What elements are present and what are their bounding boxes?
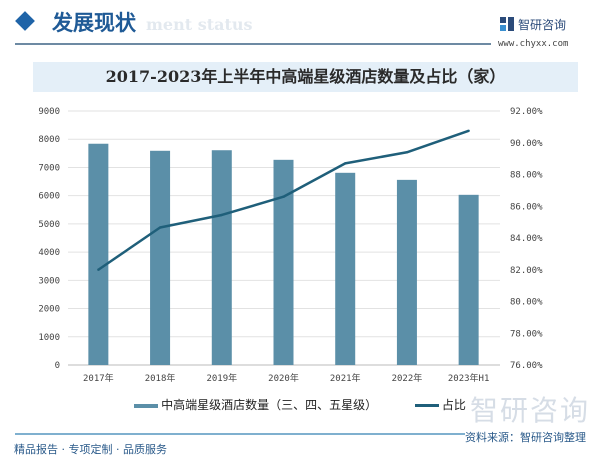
footer-slogan: 精品报告 · 专项定制 · 品质服务 xyxy=(14,443,167,456)
y-right-tick-label: 80.00% xyxy=(510,298,543,308)
line-point xyxy=(158,226,162,229)
y-right-tick-label: 78.00% xyxy=(510,329,543,339)
y-left-tick-label: 1000 xyxy=(38,333,60,343)
line-point xyxy=(220,213,223,217)
bar xyxy=(88,143,109,365)
logo-url: www.chyxx.com xyxy=(498,39,569,49)
y-right-tick-label: 84.00% xyxy=(510,234,543,244)
bar xyxy=(335,172,356,365)
y-right-tick-label: 90.00% xyxy=(510,139,543,149)
bar xyxy=(396,179,417,365)
y-left-tick-label: 8000 xyxy=(38,135,60,145)
line-point xyxy=(467,129,470,133)
chart-title-band xyxy=(33,62,578,92)
line-point xyxy=(344,162,347,165)
bar xyxy=(211,150,232,365)
legend-item-bar: 中高端星级酒店数量（三、四、五星级） xyxy=(134,398,377,412)
x-tick-label: 2019年 xyxy=(206,372,237,384)
legend-swatch-line xyxy=(414,404,439,407)
y-right-tick-label: 76.00% xyxy=(510,361,543,371)
legend-label-line: 占比 xyxy=(441,398,466,412)
y-left-tick-label: 6000 xyxy=(38,192,60,202)
x-tick-label: 2017年 xyxy=(83,372,114,384)
x-tick-label: 2021年 xyxy=(330,372,361,384)
bar xyxy=(458,194,479,365)
legend-label-bar: 中高端星级酒店数量（三、四、五星级） xyxy=(161,398,378,412)
section-title: 发展现状 xyxy=(52,10,136,35)
chart: 0 1000 2000 3000 4000 5000 6000 7000 8000 9000 76.… xyxy=(38,107,543,384)
legend-item-line: 占比 xyxy=(414,398,466,412)
y-right-tick-label: 92.00% xyxy=(510,107,543,117)
line-point xyxy=(405,151,409,154)
line-point xyxy=(282,195,285,198)
chart-title: 2017-2023年上半年中高端星级酒店数量及占比（家） xyxy=(105,67,506,86)
legend: 中高端星级酒店数量（三、四、五星级） 占比 xyxy=(0,396,600,413)
bar xyxy=(150,150,171,365)
logo-name: 智研咨询 xyxy=(518,18,567,32)
watermark-text: 智研咨询 xyxy=(470,394,591,427)
y-left-tick-label: 5000 xyxy=(38,220,60,230)
logo-icon xyxy=(500,17,514,31)
line-point xyxy=(97,268,100,271)
y-left-tick-label: 2000 xyxy=(38,305,60,315)
footer-divider xyxy=(15,433,465,435)
bar xyxy=(273,159,294,365)
y-left-tick-label: 3000 xyxy=(38,276,60,286)
legend-swatch-bar xyxy=(134,403,159,408)
y-left-tick-label: 0 xyxy=(55,361,60,371)
y-left-tick-label: 4000 xyxy=(38,248,60,258)
footer-source: 资料来源：智研咨询整理 xyxy=(465,431,586,444)
x-tick-label: 2020年 xyxy=(268,372,299,384)
y-left-tick-label: 7000 xyxy=(38,163,60,173)
y-right-tick-label: 88.00% xyxy=(510,171,543,181)
x-tick-label: 2018年 xyxy=(145,372,176,384)
y-right-tick-label: 86.00% xyxy=(510,202,543,212)
y-right-tick-label: 82.00% xyxy=(510,266,543,276)
x-tick-label: 2023年H1 xyxy=(448,372,490,384)
section-subtitle: ment status xyxy=(146,15,253,34)
y-left-tick-label: 9000 xyxy=(38,107,60,117)
x-tick-label: 2022年 xyxy=(392,372,423,384)
header-divider xyxy=(15,43,491,45)
